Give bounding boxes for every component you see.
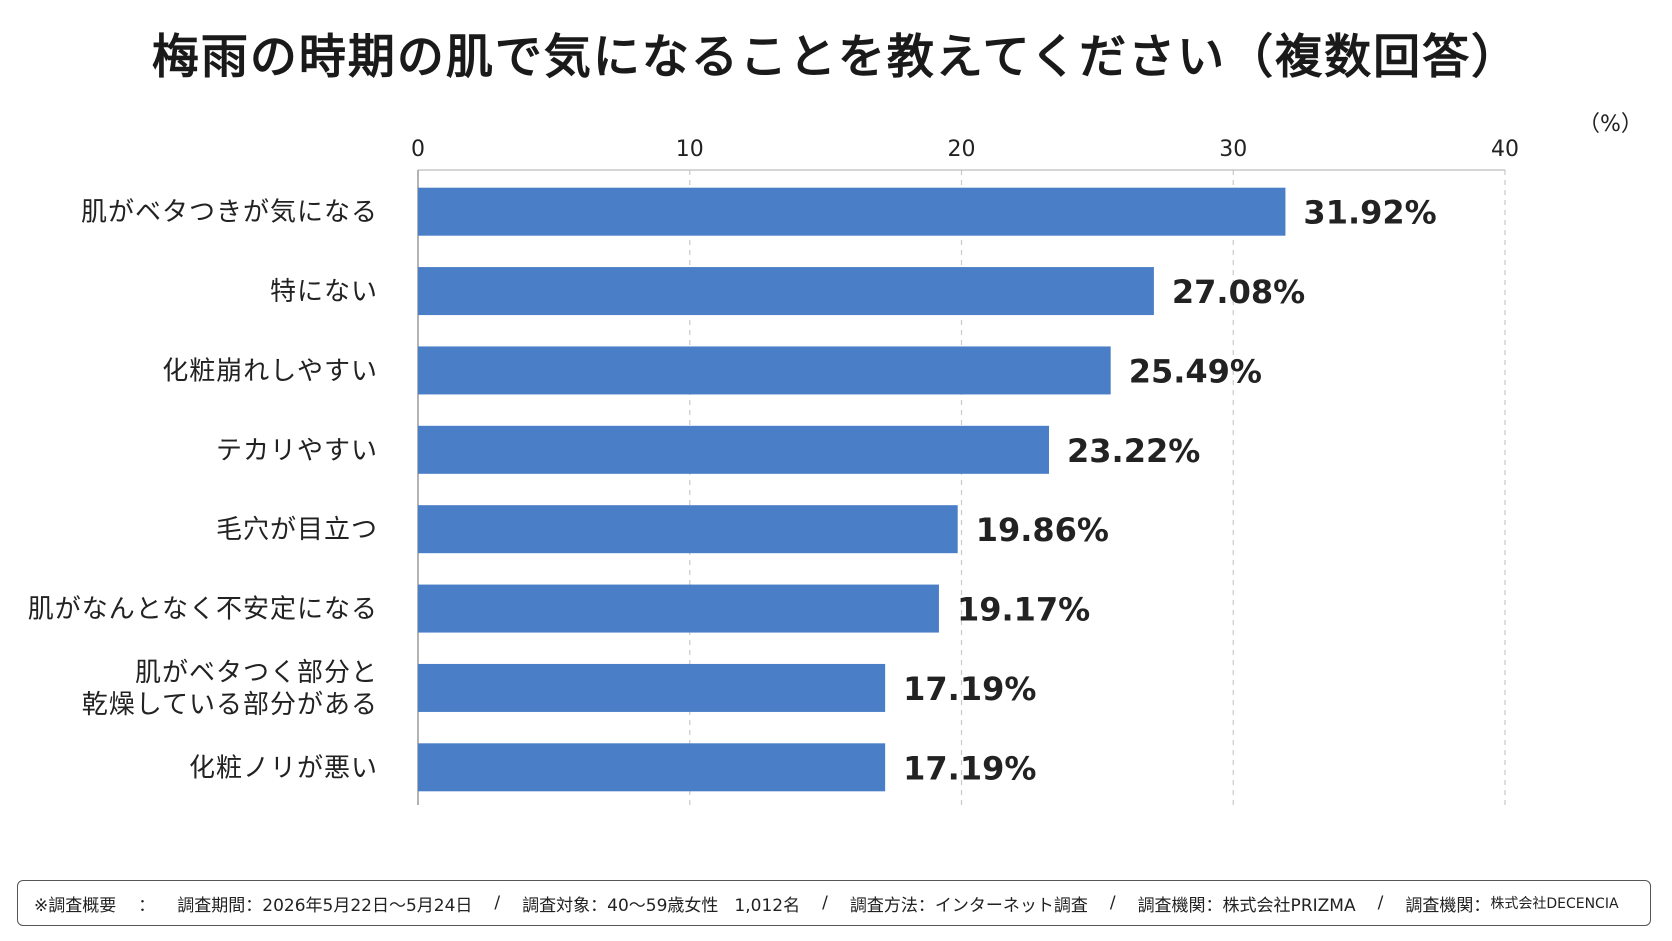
data-label: 17.19% [903,749,1036,787]
x-tick-label: 0 [411,137,425,162]
footer-separator: / [1377,893,1384,913]
data-label: 25.49% [1129,352,1262,390]
overview-colon: ： [138,895,156,916]
data-label: 19.86% [976,511,1109,549]
survey-period: 調査期間：2026年5月22日〜5月24日 [177,895,473,916]
survey-org-2-label: 調査機関： [1405,895,1491,916]
category-label: 化粧ノリが悪い [189,753,378,783]
x-tick-label: 40 [1491,137,1519,162]
survey-count: 1,012名 [734,895,801,916]
bar-chart: 0 10 20 30 40 31.92% 肌がベタつきが気になる 27.08% 特にない 25.4… [28,137,1519,805]
data-label: 31.92% [1303,194,1436,232]
bar [418,663,886,712]
bar [418,505,958,554]
x-tick-label: 20 [948,137,976,162]
unit-label: （%） [1578,112,1643,137]
data-label: 23.22% [1067,432,1200,470]
footer-separator: / [822,893,828,913]
survey-org-2-name: 株式会社DECENCIA [1490,896,1619,912]
bar [418,187,1286,236]
overview-label: ※調査概要 [34,895,117,916]
chart-title: 梅雨の時期の肌で気になることを教えてください（複数回答） [151,30,1521,85]
category-label: 毛穴が目立つ [216,515,378,545]
bar [418,346,1111,395]
category-label: 肌がベタつきが気になる [81,198,378,228]
data-label: 17.19% [903,670,1036,708]
survey-method: 調査方法：インターネット調査 [849,895,1088,916]
survey-org-1: 調査機関：株式会社PRIZMA [1137,895,1356,916]
bar [418,743,886,792]
x-tick-label: 10 [676,137,704,162]
data-label: 19.17% [957,591,1090,629]
category-label: 肌がベタつく部分と乾燥している部分がある [82,658,378,720]
bar [418,584,939,633]
category-label: 化粧崩れしやすい [162,356,378,386]
survey-target: 調査対象：40〜59歳女性 [522,895,719,916]
category-label: 肌がなんとなく不安定になる [28,595,378,625]
category-label: 特にない [270,277,378,307]
category-label: テカリやすい [216,436,378,466]
data-label: 27.08% [1172,273,1305,311]
footer-separator: / [494,893,501,913]
footer-separator: / [1109,893,1116,913]
bar [418,267,1154,316]
x-tick-label: 30 [1219,137,1247,162]
survey-overview-footer: ※調査概要 ： 調査期間：2026年5月22日〜5月24日 / 調査対象：40〜… [17,880,1651,926]
bar [418,425,1050,474]
